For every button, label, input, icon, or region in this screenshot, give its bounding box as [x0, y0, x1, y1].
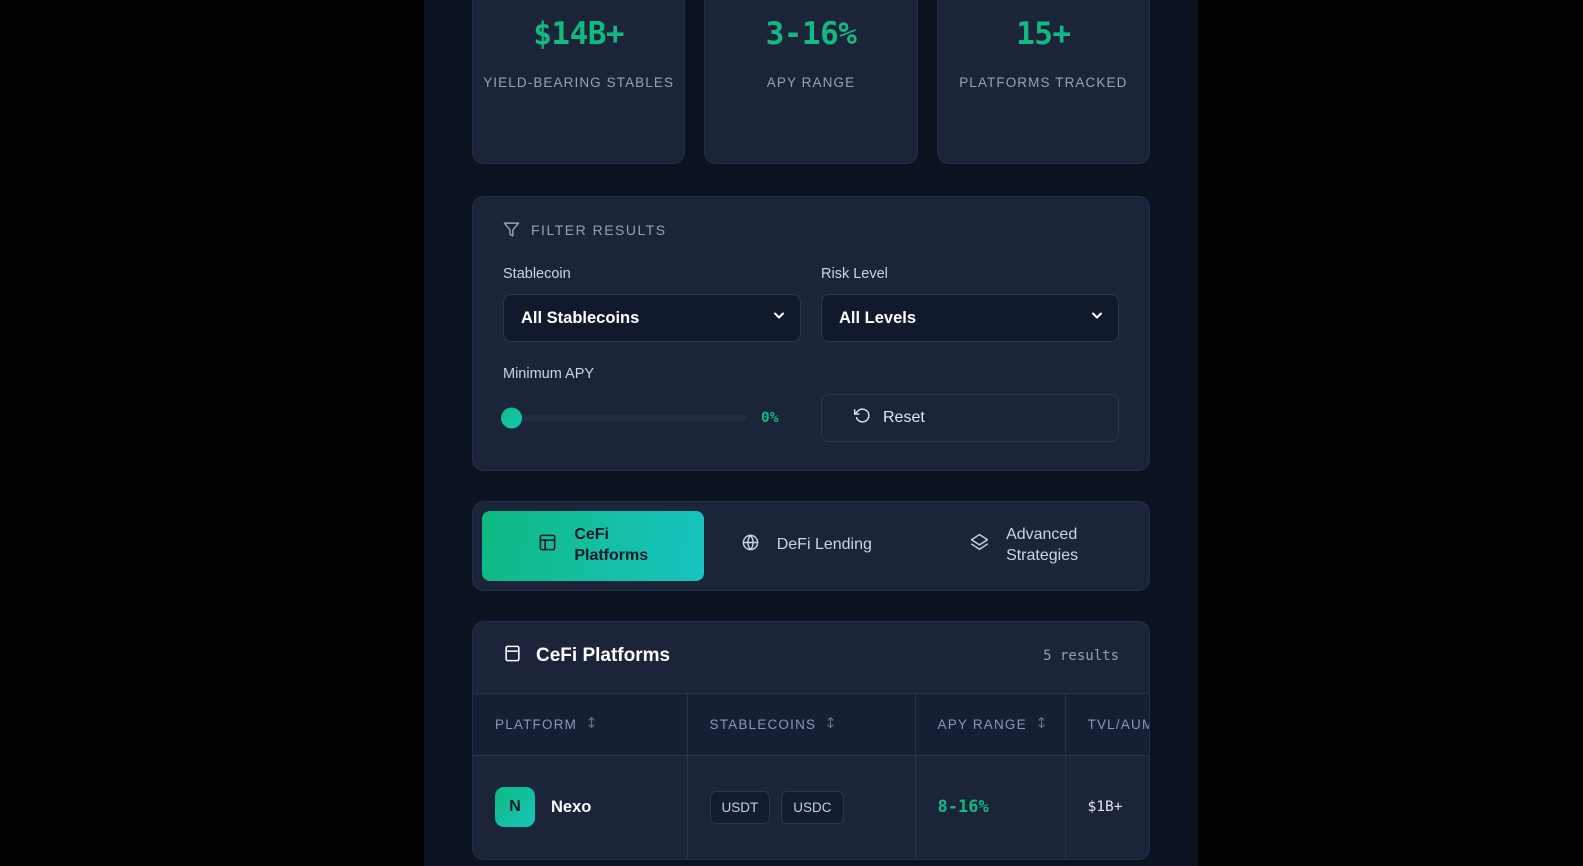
column-header-apy-range[interactable]: APY RANGE [915, 692, 1066, 756]
avatar: N [495, 787, 535, 828]
rotate-ccw-icon [854, 407, 871, 429]
platform-name: Nexo [551, 797, 592, 816]
slider-track[interactable] [501, 407, 747, 429]
table-header-row: PLATFORM STABLECO [473, 692, 1150, 756]
apy-range-value: 8-16% [937, 797, 989, 818]
cell-stablecoins: USDT USDC [687, 755, 916, 860]
stat-label: APY RANGE [766, 75, 856, 91]
browser-viewport: $14B+ YIELD-BEARING STABLES 3-16% APY RA… [424, 0, 1198, 866]
stat-value: $14B+ [533, 16, 625, 53]
column-header-apy-range-label: APY RANGE [937, 716, 1027, 732]
results-card-header: CeFi Platforms 5 results [473, 622, 1149, 693]
stat-value: 3-16% [765, 16, 857, 53]
cell-apy-range: 8-16% [915, 755, 1066, 860]
stablecoin-label: Stablecoin [503, 266, 571, 282]
stat-value: 15+ [1016, 16, 1071, 53]
tab-cefi-platforms-label: CeFi Platforms [574, 526, 649, 564]
results-card-title: CeFi Platforms [536, 645, 671, 667]
reset-button[interactable]: Reset [821, 394, 1119, 442]
column-header-stablecoins[interactable]: STABLECOINS [687, 692, 916, 756]
globe-icon [741, 533, 760, 559]
filter-panel-title-text: FILTER RESULTS [531, 221, 667, 238]
page-content: $14B+ YIELD-BEARING STABLES 3-16% APY RA… [424, 0, 1198, 861]
coin-badge: USDT [709, 790, 771, 824]
reset-button-label: Reset [883, 409, 925, 426]
funnel-icon [503, 221, 520, 238]
results-card: CeFi Platforms 5 results PLATFORM [472, 620, 1150, 861]
sort-icon [1036, 716, 1047, 732]
stat-card-platforms-tracked: 15+ PLATFORMS TRACKED [936, 0, 1150, 164]
risk-level-field: Risk Level All Levels [821, 266, 1119, 366]
results-table-head: PLATFORM STABLECO [473, 692, 1150, 756]
tab-cefi-platforms[interactable]: CeFi Platforms [482, 511, 705, 581]
sort-icon [825, 716, 836, 732]
results-table: PLATFORM STABLECO [473, 692, 1150, 860]
filter-panel: FILTER RESULTS Stablecoin All Stablecoin… [472, 196, 1150, 471]
column-header-platform-label: PLATFORM [495, 716, 578, 732]
results-count: 5 results [1043, 648, 1119, 665]
tvl-value: $1B+ [1087, 799, 1123, 816]
tab-defi-lending[interactable]: DeFi Lending [704, 511, 908, 581]
tab-advanced-strategies-label: Advanced Strategies [1006, 526, 1079, 564]
results-table-body: N Nexo USDT USDC 8-16% $1B+ [473, 755, 1149, 860]
reset-field: Reset [821, 366, 1119, 442]
cell-platform: N Nexo [473, 755, 688, 860]
stablecoin-select[interactable]: All Stablecoins [503, 294, 801, 342]
stablecoin-field: Stablecoin All Stablecoins [503, 266, 801, 366]
slider-thumb[interactable] [501, 407, 522, 429]
layers-icon [970, 533, 989, 559]
minimum-apy-field: Minimum APY 0% [501, 366, 801, 442]
table-icon [503, 644, 522, 669]
stats-row: $14B+ YIELD-BEARING STABLES 3-16% APY RA… [424, 0, 1198, 164]
coin-badge: USDC [781, 790, 844, 824]
column-header-platform[interactable]: PLATFORM [473, 692, 688, 756]
tab-advanced-strategies[interactable]: Advanced Strategies [908, 511, 1140, 581]
stat-label: PLATFORMS TRACKED [959, 75, 1128, 91]
minimum-apy-slider[interactable]: 0% [501, 394, 791, 442]
filter-grid: Stablecoin All Stablecoins Risk Level Al… [501, 266, 1119, 442]
tabs-bar: CeFi Platforms DeFi Lending Advanced Str… [472, 501, 1150, 591]
sort-icon [586, 716, 597, 732]
risk-level-label: Risk Level [821, 266, 888, 282]
filter-panel-title: FILTER RESULTS [503, 221, 1119, 238]
stat-card-yield-bearing: $14B+ YIELD-BEARING STABLES [472, 0, 686, 164]
table-row[interactable]: N Nexo USDT USDC 8-16% $1B+ [473, 755, 1149, 860]
tab-defi-lending-label: DeFi Lending [776, 536, 872, 554]
column-header-tvl-aum[interactable]: TVL/AUM [1065, 692, 1150, 756]
stat-label: YIELD-BEARING STABLES [483, 75, 675, 91]
minimum-apy-value: 0% [761, 410, 779, 426]
risk-level-select[interactable]: All Levels [821, 294, 1119, 342]
minimum-apy-label: Minimum APY [503, 366, 595, 382]
stat-card-apy-range: 3-16% APY RANGE [704, 0, 918, 164]
layout-panel-icon [538, 533, 557, 559]
column-header-stablecoins-label: STABLECOINS [709, 716, 817, 732]
column-header-tvl-aum-label: TVL/AUM [1087, 716, 1150, 732]
cell-tvl-aum: $1B+ [1065, 755, 1149, 860]
